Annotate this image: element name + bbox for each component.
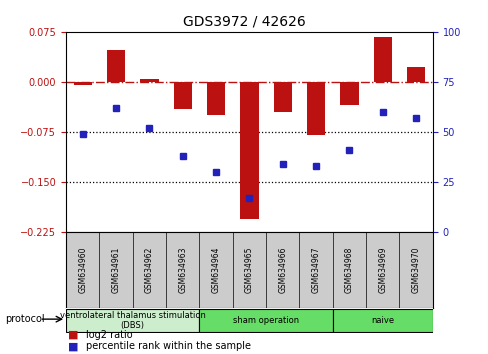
- Text: ■: ■: [68, 330, 79, 339]
- Text: GDS3972 / 42626: GDS3972 / 42626: [183, 14, 305, 28]
- Bar: [373, 36, 391, 82]
- Bar: [406, 67, 425, 82]
- Text: GSM634970: GSM634970: [411, 247, 420, 293]
- Bar: [140, 79, 158, 82]
- Text: percentile rank within the sample: percentile rank within the sample: [85, 341, 250, 351]
- Text: GSM634962: GSM634962: [144, 247, 154, 293]
- Text: naive: naive: [370, 316, 393, 325]
- Text: GSM634969: GSM634969: [378, 247, 386, 293]
- Bar: [240, 82, 258, 218]
- Bar: [206, 82, 225, 115]
- Bar: [306, 82, 325, 135]
- Text: GSM634963: GSM634963: [178, 247, 187, 293]
- Text: ■: ■: [68, 341, 79, 351]
- Text: protocol: protocol: [5, 314, 44, 324]
- Text: GSM634966: GSM634966: [278, 247, 286, 293]
- Bar: [340, 82, 358, 105]
- Bar: [66, 309, 199, 331]
- Bar: [73, 82, 92, 85]
- Bar: [173, 82, 191, 109]
- Text: sham operation: sham operation: [232, 316, 299, 325]
- Text: GSM634960: GSM634960: [78, 247, 87, 293]
- Text: GSM634967: GSM634967: [311, 247, 320, 293]
- Text: GSM634964: GSM634964: [211, 247, 220, 293]
- Text: GSM634961: GSM634961: [111, 247, 120, 293]
- Text: ventrolateral thalamus stimulation
(DBS): ventrolateral thalamus stimulation (DBS): [60, 311, 205, 330]
- Text: GSM634968: GSM634968: [344, 247, 353, 293]
- Bar: [199, 309, 332, 331]
- Text: GSM634965: GSM634965: [244, 247, 253, 293]
- Bar: [273, 82, 291, 112]
- Bar: [107, 50, 125, 82]
- Bar: [332, 309, 432, 331]
- Text: log2 ratio: log2 ratio: [85, 330, 132, 339]
